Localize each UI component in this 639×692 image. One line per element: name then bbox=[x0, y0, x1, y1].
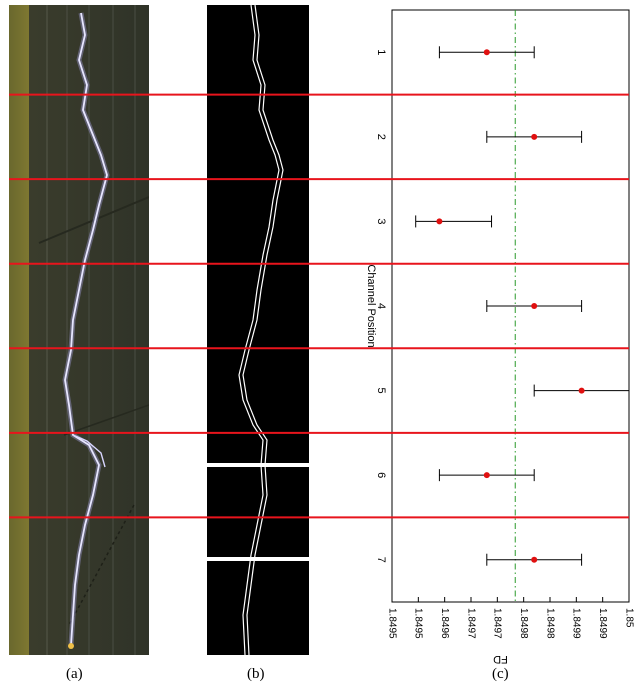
data-point bbox=[578, 387, 585, 394]
x-tick-label: 1.8499 bbox=[597, 608, 608, 639]
category-tick-label: 5 bbox=[375, 388, 387, 394]
category-tick-label: 2 bbox=[375, 134, 387, 140]
errorbar-channel-5 bbox=[533, 384, 630, 397]
lightning-photo bbox=[9, 5, 149, 655]
x-tick-label: 1.8496 bbox=[439, 608, 450, 639]
edge-image-canvas bbox=[207, 5, 309, 655]
edge-image bbox=[207, 5, 309, 655]
caption-c: (c) bbox=[492, 666, 509, 682]
errorbar-channel-1 bbox=[438, 46, 535, 59]
data-point bbox=[483, 472, 490, 479]
x-tick-label: 1.85 bbox=[623, 608, 634, 628]
errorbar-channel-6 bbox=[438, 469, 535, 482]
lightning-photo-image bbox=[9, 5, 149, 655]
data-point bbox=[531, 133, 538, 140]
x-tick-label: 1.8499 bbox=[571, 608, 582, 639]
x-tick-label: 1.8498 bbox=[544, 608, 555, 639]
data-point bbox=[531, 303, 538, 309]
data-point bbox=[531, 556, 538, 563]
lightning-bolt bbox=[64, 12, 108, 646]
errorbar-channel-2 bbox=[486, 130, 583, 143]
y-axis-label: Channel Position bbox=[365, 264, 377, 347]
caption-b: (b) bbox=[247, 666, 265, 682]
errorbar-channel-4 bbox=[486, 300, 583, 312]
data-point bbox=[436, 218, 443, 225]
errorbar-channel-3 bbox=[415, 215, 493, 228]
category-tick-label: 1 bbox=[375, 49, 387, 55]
errorbar-channel-7 bbox=[486, 553, 583, 566]
category-tick-label: 3 bbox=[375, 218, 387, 224]
x-tick-label: 1.8495 bbox=[413, 608, 424, 639]
category-tick-label: 4 bbox=[375, 303, 387, 309]
x-tick-label: 1.8497 bbox=[492, 608, 503, 639]
fd-plot: 1 2 3 4 5 6 7 1.8495 1.8495 1.8496 1.8497 1.8497 1.8… bbox=[360, 0, 639, 687]
category-tick-label: 7 bbox=[375, 557, 387, 563]
fd-plot-svg: 1 2 3 4 5 6 7 1.8495 1.8495 1.8496 1.8497 1.8497 1.8… bbox=[365, 9, 634, 665]
category-tick-label: 6 bbox=[375, 472, 387, 478]
x-axis-label: FD bbox=[493, 653, 508, 665]
caption-a: (a) bbox=[66, 666, 83, 682]
x-tick-label: 1.8495 bbox=[386, 608, 397, 639]
data-point bbox=[483, 49, 490, 56]
x-tick-label: 1.8498 bbox=[518, 608, 529, 639]
x-tick-label: 1.8497 bbox=[465, 608, 476, 639]
plot-axes-box bbox=[391, 9, 630, 603]
